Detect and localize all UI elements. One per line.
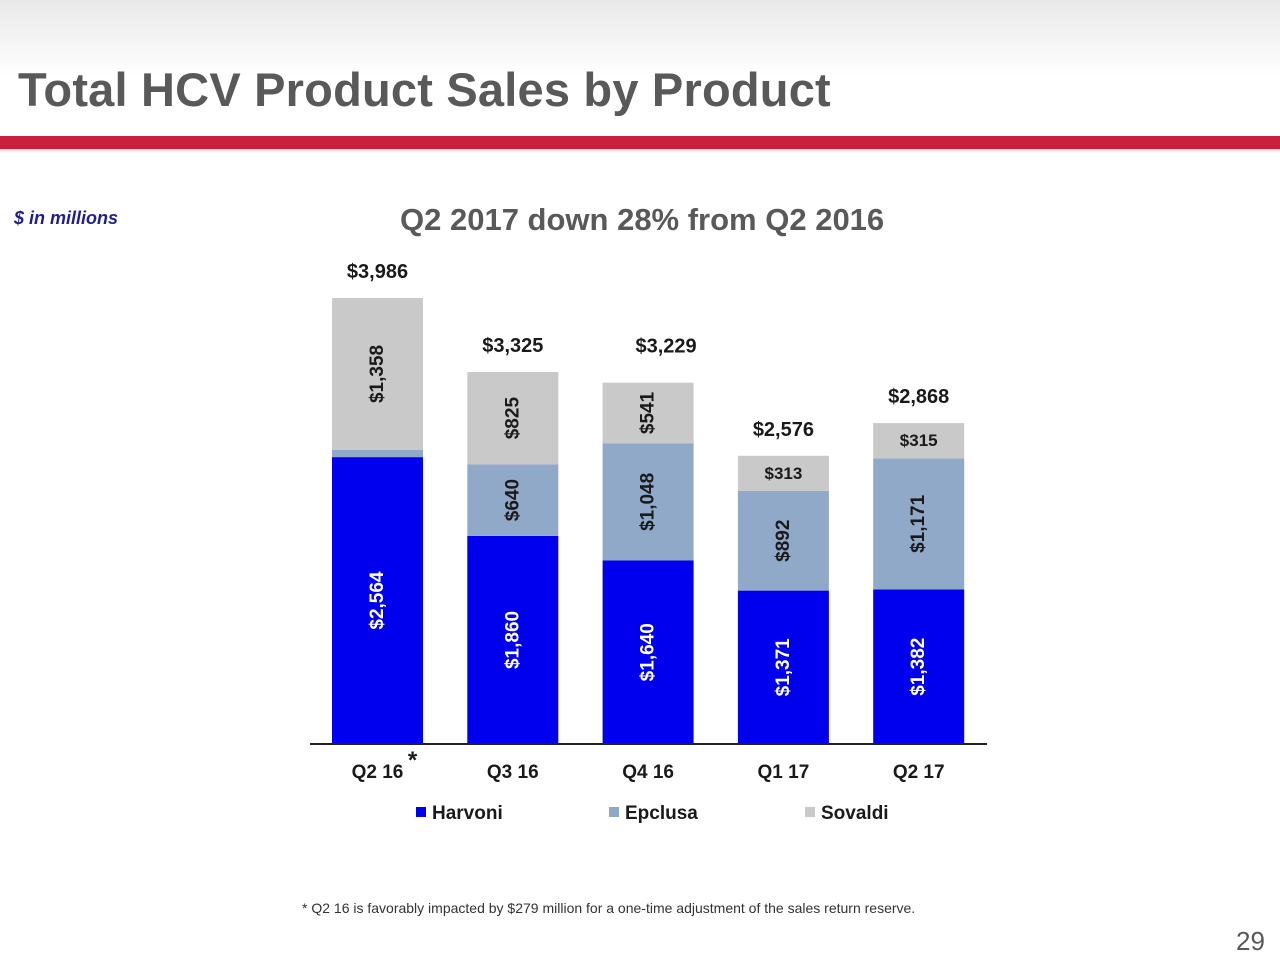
- total-label-1: $3,325: [482, 335, 543, 357]
- x-tick-label-0: Q2 16: [352, 762, 404, 783]
- data-label-harvoni-1: $1,860: [502, 611, 523, 669]
- units-note: $ in millions: [14, 208, 119, 228]
- total-label-2: $3,229: [636, 336, 697, 358]
- bar-harvoni-4: [873, 589, 965, 744]
- legend-label-sovaldi: Sovaldi: [821, 803, 889, 824]
- x-tick-label-3: Q1 17: [758, 762, 810, 783]
- data-label-harvoni-3: $1,371: [773, 638, 794, 697]
- data-label-harvoni-2: $1,640: [638, 623, 659, 681]
- bar-sovaldi-4: [873, 423, 965, 459]
- bar-harvoni-0: [332, 457, 423, 744]
- legend-label-harvoni: Harvoni: [432, 803, 503, 824]
- bar-sovaldi-1: [467, 371, 559, 465]
- bar-epclusa-1: [467, 464, 559, 536]
- legend-swatch-sovaldi: [805, 807, 815, 817]
- bar-sovaldi-2: [602, 382, 694, 444]
- x-tick-label-2: Q4 16: [622, 762, 674, 783]
- data-label-harvoni-4: $1,382: [908, 638, 929, 696]
- bar-harvoni-2: [602, 560, 694, 744]
- bar-epclusa-0: [332, 449, 423, 458]
- bar-sovaldi-0: [332, 298, 423, 450]
- data-label-epclusa-4: $1,171: [908, 494, 929, 553]
- data-label-harvoni-0: $2,564: [367, 571, 388, 630]
- total-label-4: $2,868: [888, 386, 949, 408]
- data-label-epclusa-2: $1,048: [638, 473, 659, 531]
- data-label-sovaldi-3: $313: [764, 464, 802, 483]
- data-label-epclusa-3: $892: [773, 520, 794, 562]
- data-label-sovaldi-1: $825: [502, 397, 523, 440]
- title-accent-bar: [0, 136, 1280, 149]
- total-label-0: $3,986: [347, 261, 408, 283]
- legend-swatch-harvoni: [416, 807, 426, 817]
- bar-epclusa-4: [873, 458, 965, 590]
- total-label-3: $2,576: [753, 419, 814, 441]
- data-label-sovaldi-4: $315: [900, 431, 938, 450]
- x-tick-mark-0: *: [408, 747, 418, 774]
- bar-harvoni-1: [467, 535, 559, 744]
- page-title: Total HCV Product Sales by Product: [18, 63, 831, 116]
- chart-title: Q2 2017 down 28% from Q2 2016: [400, 202, 885, 237]
- header-background: [0, 0, 1280, 140]
- footnote: * Q2 16 is favorably impacted by $279 mi…: [302, 900, 916, 916]
- x-tick-label-4: Q2 17: [893, 762, 945, 783]
- bar-sovaldi-3: [737, 455, 829, 491]
- legend-swatch-epclusa: [609, 807, 619, 817]
- bar-epclusa-2: [602, 443, 694, 561]
- legend-label-epclusa: Epclusa: [625, 803, 698, 824]
- data-label-epclusa-1: $640: [502, 479, 523, 521]
- x-tick-label-1: Q3 16: [487, 762, 539, 783]
- title-accent-bar-shadow: [0, 149, 1280, 153]
- bar-epclusa-3: [737, 490, 829, 591]
- data-label-sovaldi-2: $541: [638, 391, 659, 434]
- data-label-sovaldi-0: $1,358: [367, 345, 388, 403]
- bar-harvoni-3: [737, 590, 829, 744]
- page-number: 29: [1236, 926, 1265, 956]
